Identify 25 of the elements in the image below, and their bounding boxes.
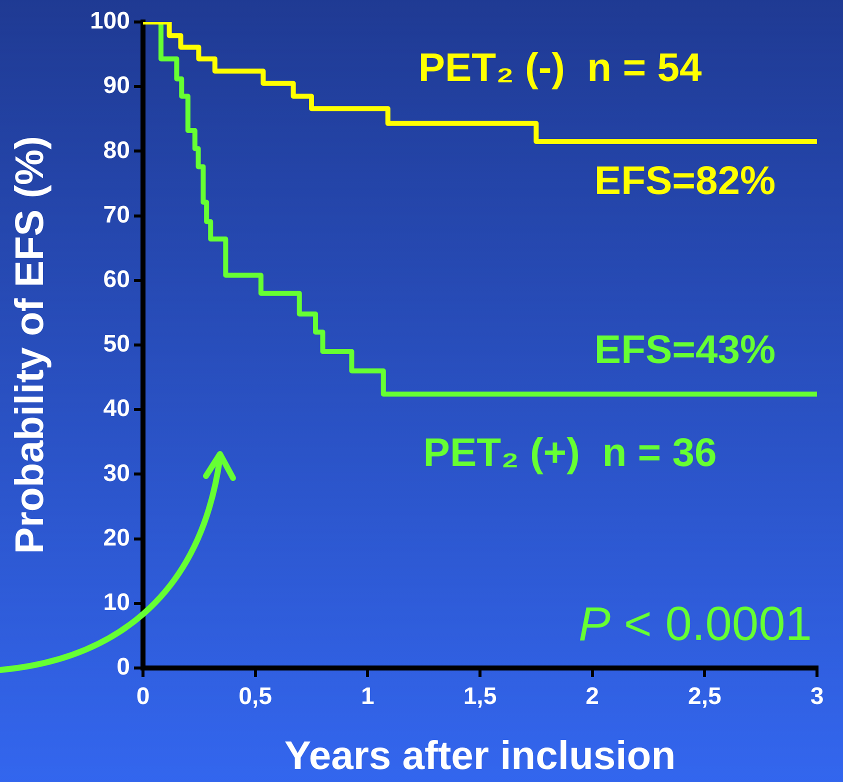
annotation: P < 0.0001 [578, 598, 812, 652]
series-label: PET₂ (+) n = 36 [423, 431, 717, 476]
y-tick-label: 90 [103, 72, 130, 100]
y-tick-label: 50 [103, 330, 130, 358]
y-tick-label: 30 [103, 460, 130, 487]
y-axis-title: Probability of EFS (%) [8, 136, 52, 554]
y-tick-label: 70 [103, 201, 130, 228]
x-tick-label: 0,5 [238, 683, 272, 710]
annotation: EFS=43% [594, 328, 776, 372]
annotation: EFS=82% [594, 159, 776, 204]
x-tick-label: 1 [360, 683, 374, 710]
y-tick-label: 10 [103, 589, 130, 616]
x-axis-title: Years after inclusion [284, 734, 676, 778]
y-tick-label: 0 [116, 654, 130, 681]
x-tick-label: 2 [586, 683, 600, 710]
series-label: PET₂ (-) n = 54 [418, 46, 702, 90]
x-tick-label: 3 [810, 683, 824, 710]
x-tick-label: 0 [136, 683, 150, 710]
y-tick-label: 20 [103, 524, 130, 552]
y-tick-label: 100 [90, 8, 130, 35]
x-tick-label: 2,5 [688, 683, 722, 710]
x-tick-label: 1,5 [463, 683, 497, 710]
y-tick-label: 80 [103, 136, 130, 164]
y-tick-label: 60 [103, 266, 130, 294]
y-tick-label: 40 [103, 395, 130, 422]
